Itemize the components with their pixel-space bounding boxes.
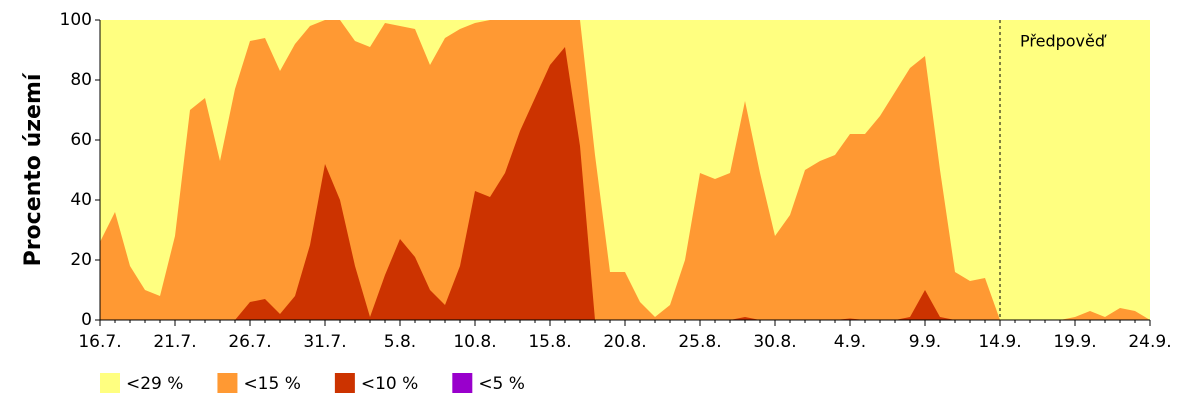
x-tick-label: 5.8. [384, 332, 416, 352]
y-tick-label: 0 [81, 310, 92, 330]
x-tick-label: 16.7. [78, 332, 121, 352]
area [100, 20, 1150, 320]
y-tick-label: 80 [70, 70, 92, 90]
y-tick-label: 60 [70, 130, 92, 150]
x-tick-label: 4.9. [834, 332, 866, 352]
x-tick-label: 26.7. [228, 332, 271, 352]
y-tick-label: 100 [60, 10, 92, 30]
x-tick-label: 10.8. [453, 332, 496, 352]
legend-swatch [334, 373, 355, 393]
x-tick-label: 14.9. [978, 332, 1021, 352]
x-tick-label: 31.7. [303, 332, 346, 352]
legend-swatch [100, 373, 120, 393]
legend-label: <10 % [361, 374, 418, 394]
x-tick-label: 9.9. [909, 332, 941, 352]
x-tick-label: 20.8. [603, 332, 646, 352]
annotation: Předpověď [1020, 32, 1107, 51]
y-tick-label: 20 [70, 250, 92, 270]
x-tick-label: 25.8. [678, 332, 721, 352]
legend-swatch [217, 373, 238, 393]
legend-label: <29 % [126, 374, 183, 394]
legend-swatch [452, 373, 473, 393]
legend-label: <5 % [478, 374, 525, 394]
x-tick-label: 21.7. [153, 332, 196, 352]
y-tick-label: 40 [70, 190, 92, 210]
x-tick-label: 24.9. [1128, 332, 1171, 352]
x-tick-label: 30.8. [753, 332, 796, 352]
y-axis-title: Procento území [21, 72, 46, 266]
x-tick-label: 19.9. [1053, 332, 1096, 352]
x-tick-label: 15.8. [528, 332, 571, 352]
legend-label: <15 % [243, 374, 300, 394]
